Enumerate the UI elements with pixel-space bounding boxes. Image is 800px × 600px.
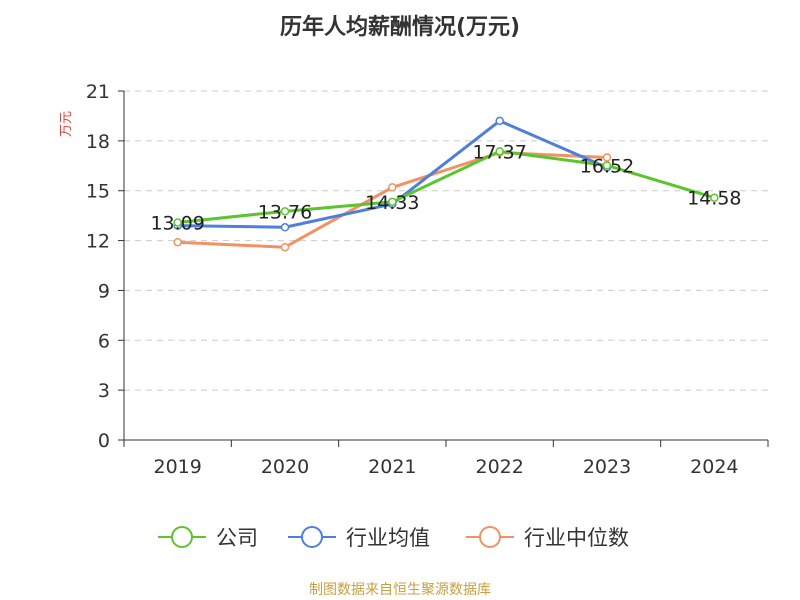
- legend-swatch-marker: [479, 526, 501, 548]
- y-tick-label: 18: [86, 131, 110, 153]
- series-1: [173, 147, 719, 227]
- series-group: [173, 116, 719, 252]
- grid-lines: [124, 90, 768, 391]
- data-label: 16.52: [580, 155, 634, 177]
- data-point: [710, 193, 719, 202]
- data-point: [602, 153, 612, 162]
- data-label: 17.37: [472, 141, 526, 163]
- data-point: [280, 207, 290, 216]
- data-point: [495, 116, 504, 126]
- y-tick-label: 21: [86, 81, 110, 103]
- x-tick-label: 2023: [583, 456, 631, 478]
- legend-item: 公司: [158, 526, 258, 550]
- y-tick-label: 0: [98, 430, 110, 452]
- x-tick-label: 2021: [368, 456, 416, 478]
- data-labels: 13.09 13.76 14.33 17.37 16.52 14.58: [150, 141, 741, 234]
- source-note: 制图数据来自恒生聚源数据库: [309, 582, 491, 598]
- y-tick-labels: 0 3 6 9 12 15 18 21: [86, 81, 110, 452]
- legend-swatch-marker: [301, 526, 323, 548]
- x-tick-label: 2019: [153, 456, 201, 478]
- legend-item: 行业中位数: [466, 526, 629, 550]
- data-point: [495, 147, 504, 156]
- data-point: [280, 242, 290, 252]
- y-tick-label: 6: [98, 330, 110, 352]
- y-tick-label: 15: [86, 181, 110, 203]
- y-axis-label: 万元: [59, 111, 74, 137]
- data-point: [388, 197, 397, 207]
- x-tick-label: 2020: [261, 456, 309, 478]
- data-point: [280, 223, 290, 232]
- x-tick-labels: 2019 2020 2021 2022 2023 2024: [153, 456, 738, 478]
- data-point: [173, 237, 182, 247]
- axes: [118, 90, 769, 447]
- data-point: [602, 161, 612, 170]
- legend-swatch-marker: [171, 526, 193, 548]
- series-line: [177, 149, 715, 224]
- legend-label: 行业均值: [346, 526, 430, 550]
- y-tick-label: 3: [98, 380, 110, 402]
- data-label: 13.76: [258, 201, 312, 223]
- data-label: 14.33: [365, 192, 419, 214]
- data-point: [173, 218, 182, 227]
- y-tick-label: 12: [86, 231, 110, 253]
- legend-item: 行业均值: [288, 526, 430, 550]
- x-tick-label: 2024: [690, 456, 738, 478]
- legend-label: 公司: [216, 526, 258, 550]
- legend: 公司 行业均值 行业中位数: [158, 526, 629, 550]
- data-label: 13.09: [150, 212, 204, 234]
- x-tick-label: 2022: [475, 456, 523, 478]
- data-label: 14.58: [687, 188, 741, 210]
- chart-title: 历年人均薪酬情况(万元): [280, 14, 520, 40]
- legend-label: 行业中位数: [524, 526, 629, 550]
- y-tick-label: 9: [98, 280, 110, 302]
- data-point: [388, 183, 397, 192]
